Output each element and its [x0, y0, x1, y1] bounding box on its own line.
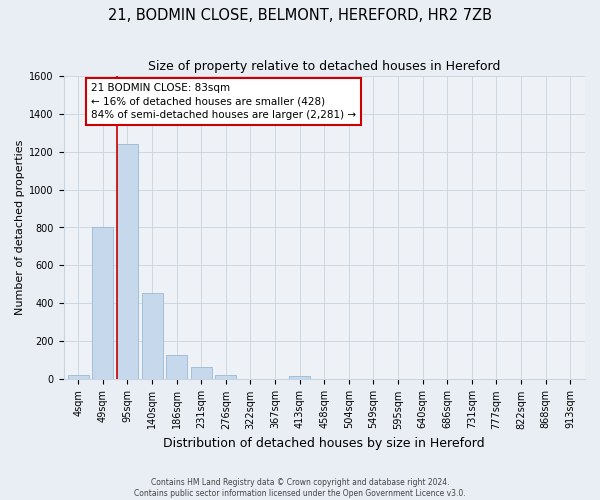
Bar — [191, 367, 212, 380]
Bar — [215, 374, 236, 380]
X-axis label: Distribution of detached houses by size in Hereford: Distribution of detached houses by size … — [163, 437, 485, 450]
Text: 21, BODMIN CLOSE, BELMONT, HEREFORD, HR2 7ZB: 21, BODMIN CLOSE, BELMONT, HEREFORD, HR2… — [108, 8, 492, 22]
Bar — [166, 355, 187, 380]
Text: 21 BODMIN CLOSE: 83sqm
← 16% of detached houses are smaller (428)
84% of semi-de: 21 BODMIN CLOSE: 83sqm ← 16% of detached… — [91, 83, 356, 120]
Title: Size of property relative to detached houses in Hereford: Size of property relative to detached ho… — [148, 60, 500, 73]
Text: Contains HM Land Registry data © Crown copyright and database right 2024.
Contai: Contains HM Land Registry data © Crown c… — [134, 478, 466, 498]
Bar — [117, 144, 138, 380]
Bar — [289, 376, 310, 380]
Bar — [68, 374, 89, 380]
Bar — [142, 293, 163, 380]
Y-axis label: Number of detached properties: Number of detached properties — [15, 140, 25, 315]
Bar — [92, 228, 113, 380]
